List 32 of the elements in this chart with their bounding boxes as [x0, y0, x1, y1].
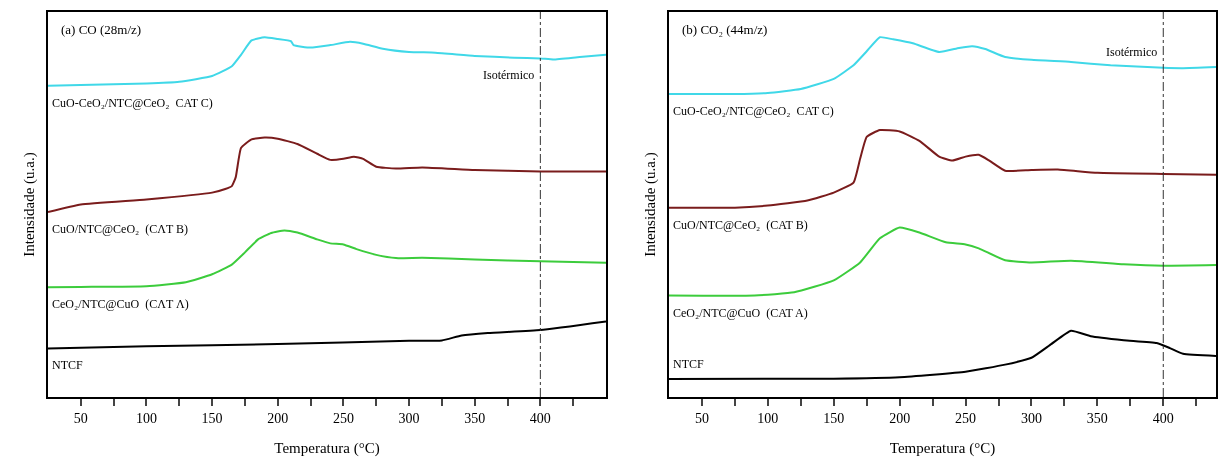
- y-axis-title: Intensidade (u.a.): [20, 152, 38, 257]
- x-tick-label: 100: [757, 410, 779, 426]
- x-tick-label: 200: [267, 410, 289, 426]
- x-tick-label: 150: [201, 410, 223, 426]
- chart-title: (a) CO (28m/z): [61, 22, 142, 37]
- x-axis-title: Temperatura (°C): [274, 440, 380, 457]
- x-tick-label: 150: [823, 410, 845, 426]
- series-label: CuO/NTC@CeO₂ (CΛT B): [52, 222, 189, 236]
- x-tick-label: 250: [332, 410, 354, 426]
- series-label: CuO/NTC@CeO₂ (CAT B): [673, 218, 808, 232]
- ref-line-label: Isotérmico: [483, 68, 535, 82]
- x-tick-label: 300: [398, 410, 420, 426]
- x-tick-label: 350: [1086, 410, 1108, 426]
- y-axis-title: Intensidade (u.a.): [641, 152, 659, 257]
- ref-line-label: Isotérmico: [1106, 45, 1158, 59]
- x-tick-label: 100: [135, 410, 157, 426]
- series-label: CuO-CeO₂/NTC@CeO₂ CAT C): [52, 96, 213, 110]
- series-label: CuO-CeO₂/NTC@CeO₂ CAT C): [673, 104, 834, 118]
- x-axis-title: Temperatura (°C): [889, 440, 996, 457]
- x-tick-label: 250: [955, 410, 977, 426]
- x-tick-label: 350: [464, 410, 486, 426]
- x-tick-label: 50: [694, 410, 709, 426]
- series-label: NTCF: [673, 357, 704, 371]
- x-tick-label: 200: [889, 410, 911, 426]
- x-tick-label: 300: [1020, 410, 1042, 426]
- series-label: CeO₂/NTC@CuO (CΛT Λ): [52, 297, 189, 311]
- x-tick-label: 50: [73, 410, 88, 426]
- series-label: CeO₂/NTC@CuO (CAT A): [673, 306, 808, 320]
- series-label: NTCF: [52, 358, 83, 372]
- x-tick-label: 400: [1152, 410, 1174, 426]
- chart-title: (b) CO₂ (44m/z): [682, 22, 768, 37]
- x-tick-label: 400: [529, 410, 551, 426]
